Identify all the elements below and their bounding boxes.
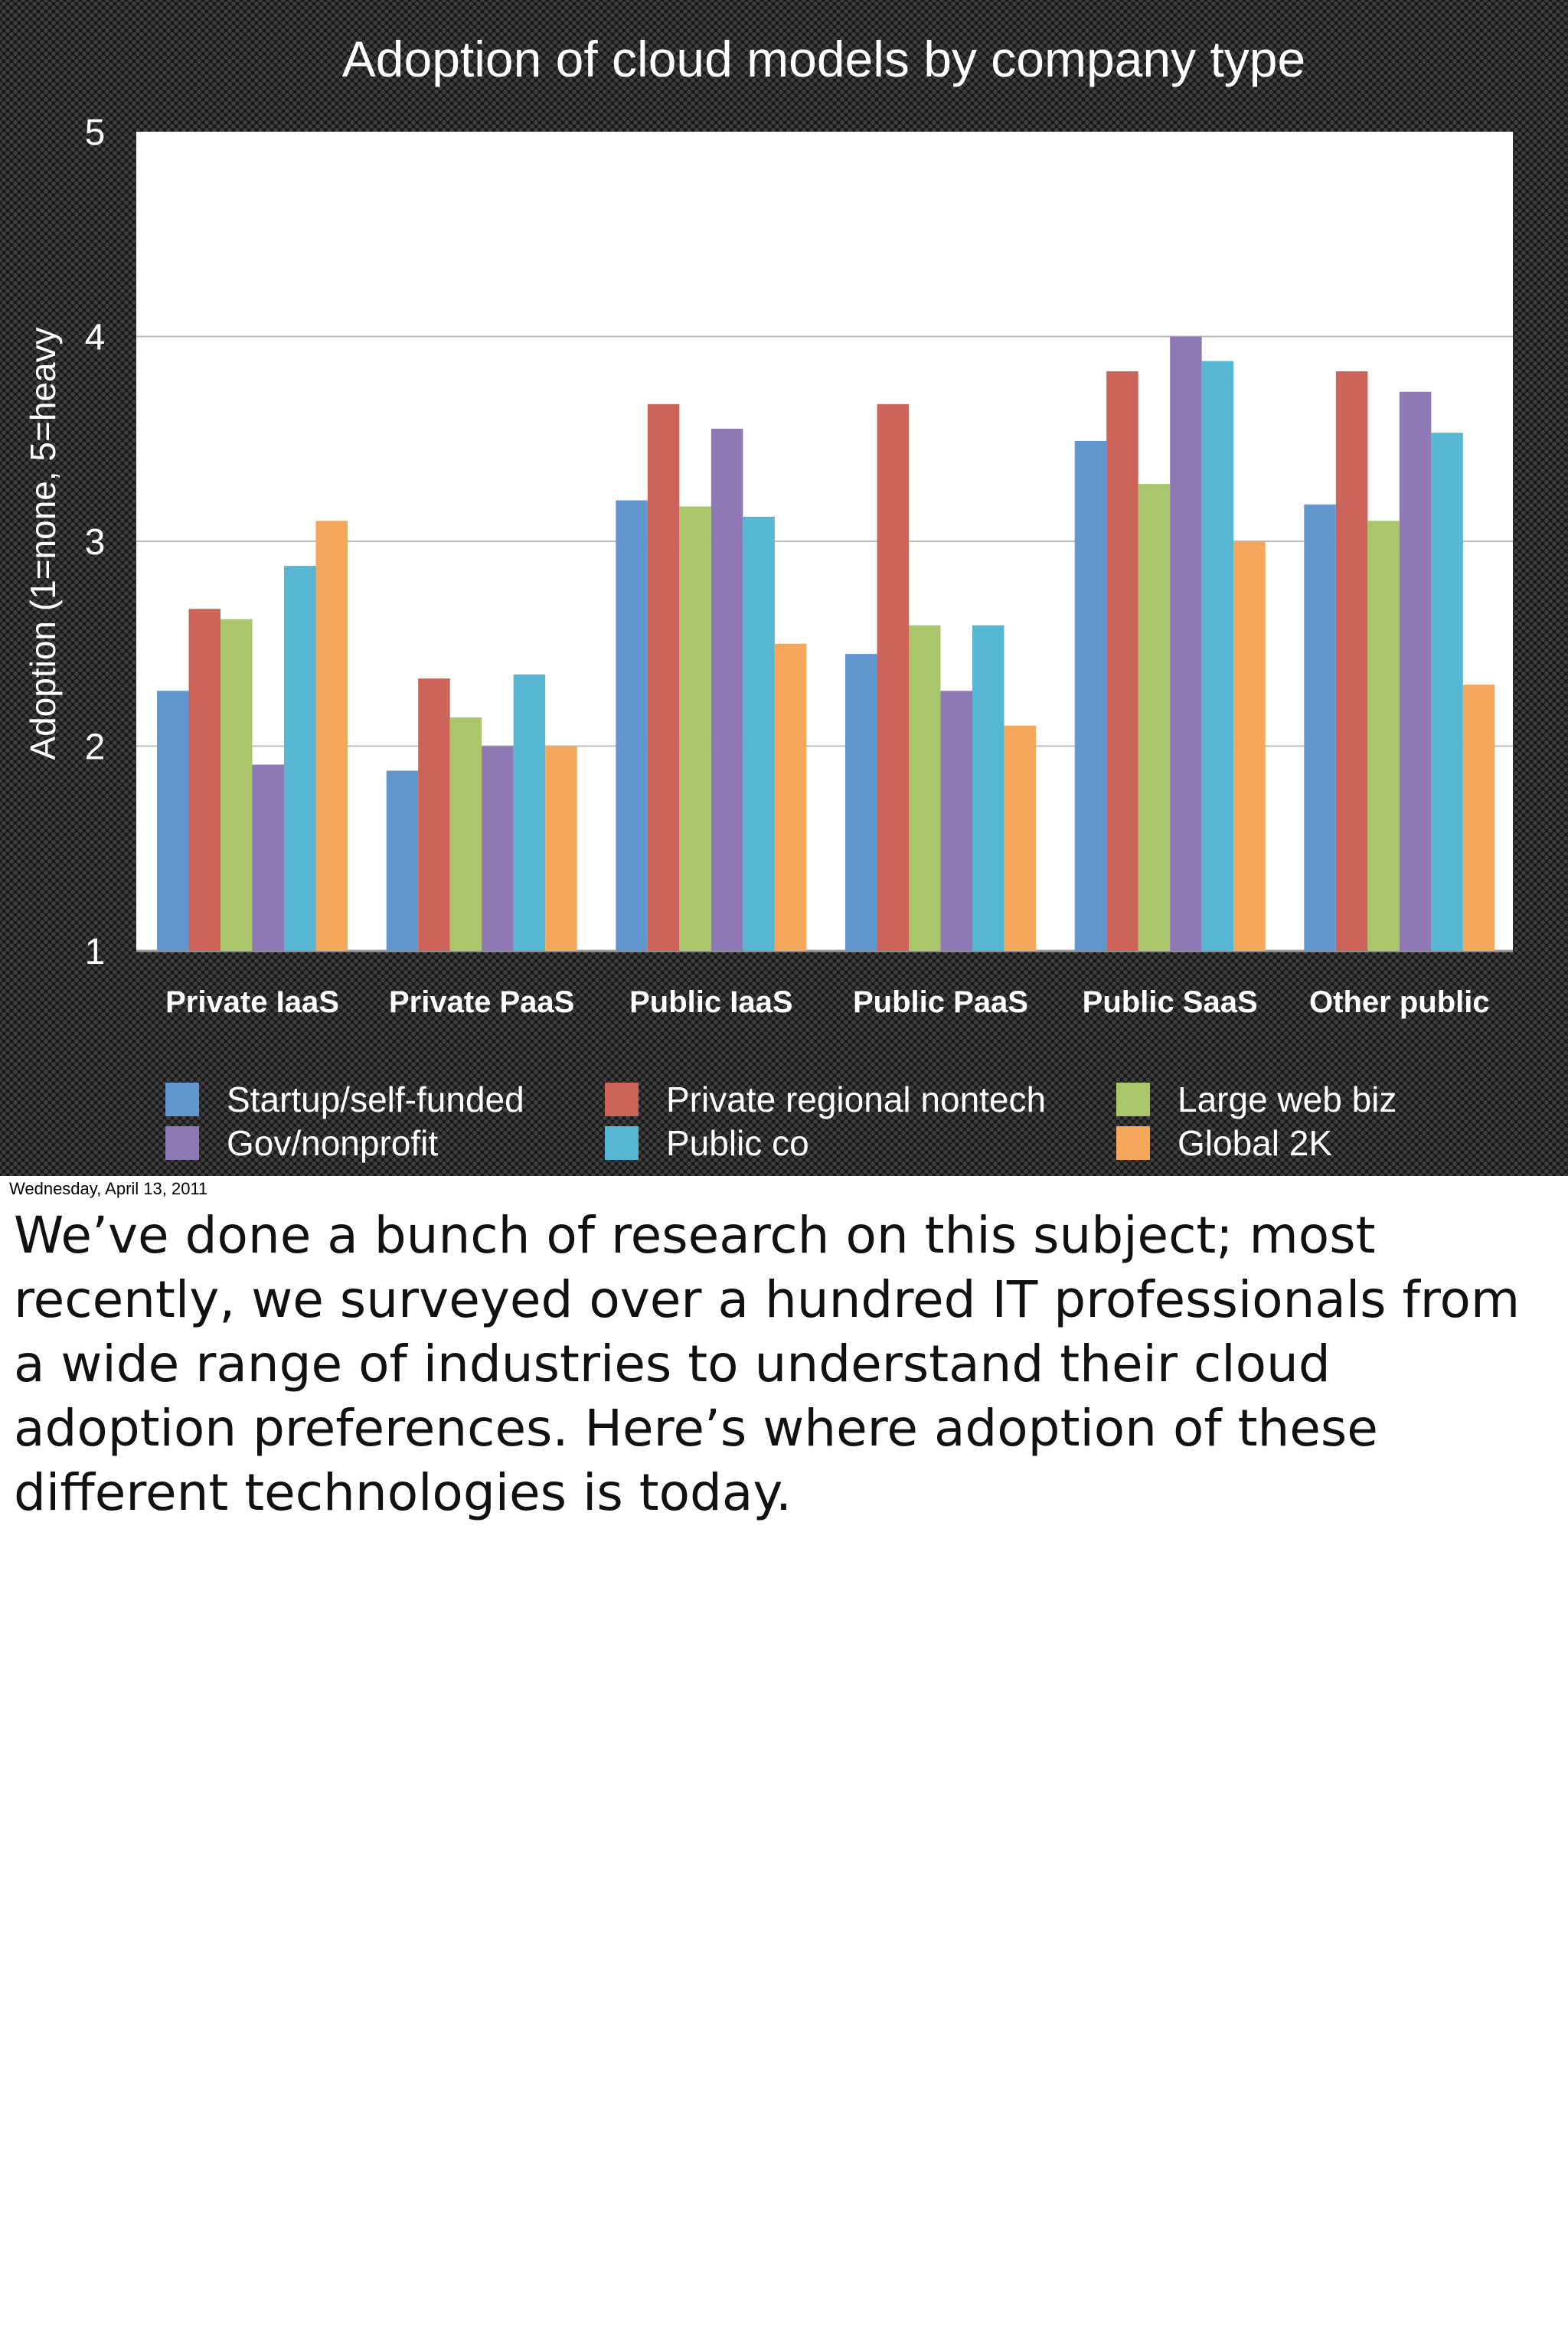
chart-title: Adoption of cloud models by company type: [342, 31, 1305, 87]
y-tick-label: 1: [85, 932, 106, 972]
bar: [1004, 725, 1036, 951]
legend-label: Startup/self-funded: [227, 1080, 524, 1119]
bar: [710, 428, 743, 951]
x-category-label: Other public: [1309, 985, 1490, 1019]
bar: [616, 500, 648, 951]
bar: [1106, 371, 1138, 952]
y-tick-label: 5: [85, 113, 106, 153]
bar: [252, 764, 284, 951]
presenter-notes: We’ve done a bunch of research on this s…: [14, 1206, 1521, 1522]
legend-swatch: [605, 1126, 639, 1160]
x-axis-categories: Private IaaS Private PaaS Public IaaS Publi…: [165, 985, 1490, 1019]
y-axis-ticks: 1 2 3 4 5: [85, 113, 106, 972]
bar: [1074, 440, 1107, 951]
bar: [418, 678, 450, 951]
legend-label: Large web biz: [1178, 1080, 1396, 1119]
bar: [188, 609, 220, 951]
bar: [220, 619, 253, 951]
bar: [647, 403, 680, 951]
bar: [940, 691, 972, 951]
x-category-label: Private PaaS: [389, 985, 574, 1019]
legend-swatch: [165, 1083, 199, 1116]
bar: [386, 770, 419, 951]
legend-swatch: [1116, 1126, 1150, 1160]
bar: [545, 746, 577, 951]
x-category-label: Public IaaS: [629, 985, 792, 1019]
x-category-label: Private IaaS: [165, 985, 339, 1019]
bar: [972, 625, 1004, 951]
x-category-label: Public PaaS: [853, 985, 1028, 1019]
legend-swatch: [1116, 1083, 1150, 1116]
bar: [1304, 504, 1336, 951]
y-tick-label: 4: [85, 318, 106, 358]
bar: [877, 403, 909, 951]
y-axis-label: Adoption (1=none, 5=heavy: [23, 327, 63, 760]
bar: [482, 746, 514, 951]
legend-swatch: [165, 1126, 199, 1160]
bar: [157, 691, 189, 951]
slide-date: Wednesday, April 13, 2011: [9, 1179, 208, 1198]
bar: [743, 516, 775, 951]
plot-area: [136, 132, 1513, 952]
bar: [909, 625, 941, 951]
bar: [1138, 484, 1171, 951]
bar: [679, 506, 711, 951]
bar: [1367, 521, 1400, 951]
legend-label: Public co: [666, 1123, 809, 1163]
slide: Adoption of cloud models by company type…: [0, 0, 1568, 1176]
y-tick-label: 3: [85, 522, 106, 563]
bar: [1399, 391, 1432, 952]
bar: [315, 521, 348, 951]
bar: [1201, 361, 1234, 952]
bar: [1462, 684, 1495, 951]
legend-label: Global 2K: [1178, 1123, 1332, 1163]
bar: [449, 717, 482, 951]
bar: [513, 674, 546, 951]
bar: [1431, 433, 1463, 951]
bar: [1233, 541, 1266, 951]
bar: [1335, 371, 1368, 952]
bar-chart: Adoption of cloud models by company type…: [23, 31, 1513, 1163]
bars: [157, 336, 1495, 952]
y-tick-label: 2: [85, 727, 106, 768]
legend-swatch: [605, 1083, 639, 1116]
legend-label: Gov/nonprofit: [227, 1123, 438, 1163]
bar: [845, 654, 877, 951]
legend-label: Private regional nontech: [666, 1080, 1046, 1119]
bar: [1170, 336, 1202, 951]
legend: Startup/self-funded Private regional nont…: [165, 1080, 1396, 1163]
bar: [284, 566, 316, 951]
bar: [774, 643, 807, 951]
x-category-label: Public SaaS: [1083, 985, 1258, 1019]
